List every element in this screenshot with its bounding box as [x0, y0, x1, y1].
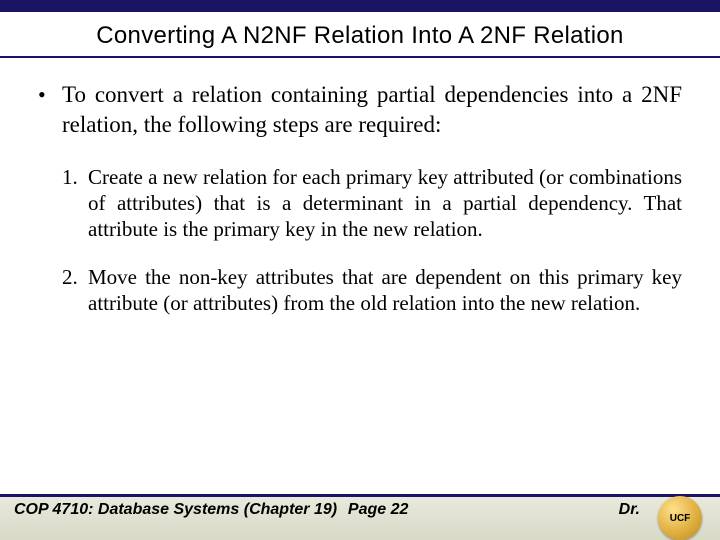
slide-footer: COP 4710: Database Systems (Chapter 19) …	[0, 494, 720, 540]
footer-course: COP 4710: Database Systems (Chapter 19)	[14, 501, 337, 519]
bullet-icon: •	[38, 80, 62, 140]
step-number: 1.	[62, 164, 88, 242]
step-text: Create a new relation for each primary k…	[88, 164, 682, 242]
footer-right: Dr.	[619, 501, 640, 519]
step-item: 2. Move the non-key attributes that are …	[62, 264, 682, 316]
footer-page: Page 22	[348, 501, 408, 519]
intro-bullet-row: • To convert a relation containing parti…	[38, 80, 682, 140]
ucf-logo-icon: UCF	[658, 496, 702, 540]
intro-text: To convert a relation containing partial…	[62, 80, 682, 140]
footer-band: COP 4710: Database Systems (Chapter 19) …	[0, 497, 720, 540]
step-item: 1. Create a new relation for each primar…	[62, 164, 682, 242]
top-color-band	[0, 0, 720, 12]
logo-circle: UCF	[658, 496, 702, 540]
slide-title: Converting A N2NF Relation Into A 2NF Re…	[0, 12, 720, 56]
slide-content: • To convert a relation containing parti…	[0, 58, 720, 316]
logo-text: UCF	[670, 513, 691, 524]
step-number: 2.	[62, 264, 88, 316]
step-text: Move the non-key attributes that are dep…	[88, 264, 682, 316]
